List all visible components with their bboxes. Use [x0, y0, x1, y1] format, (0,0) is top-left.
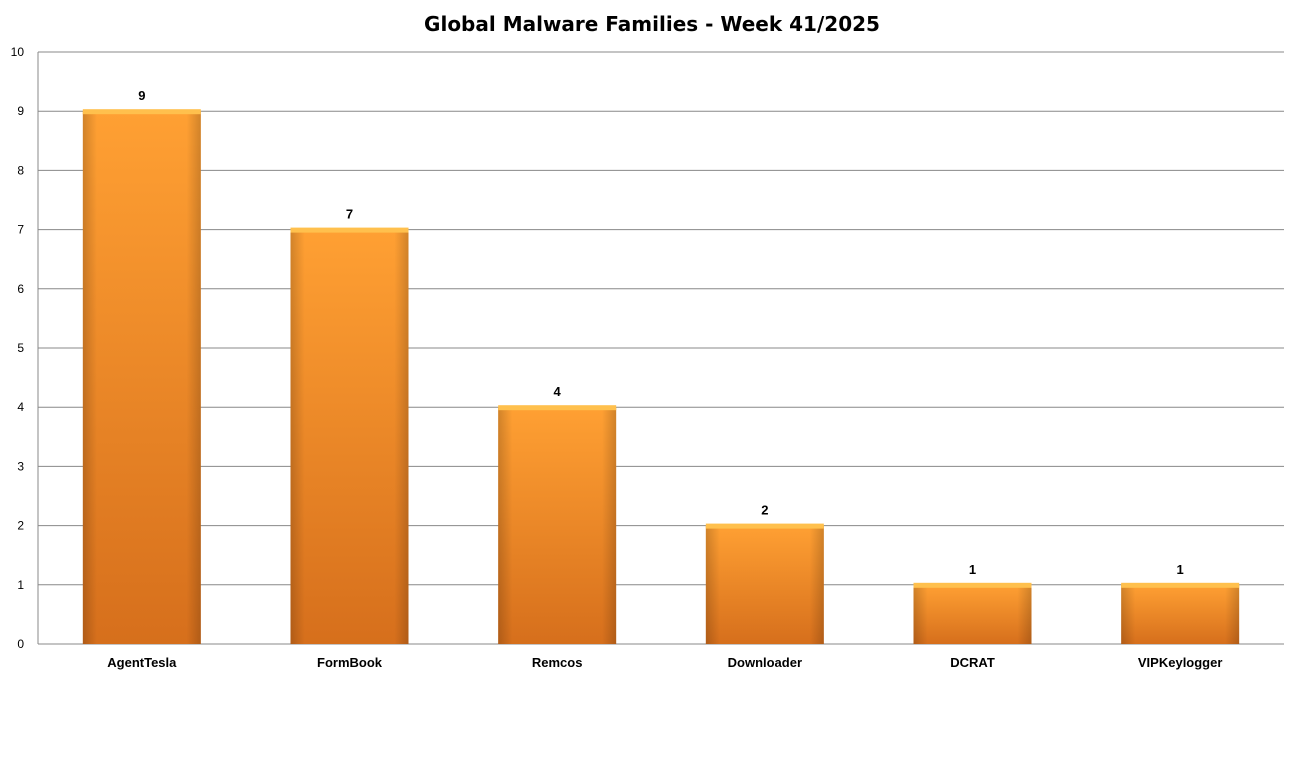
y-tick-label: 3: [17, 459, 24, 473]
bars: [82, 109, 1240, 644]
bar-top: [705, 523, 824, 529]
x-tick-label: Remcos: [532, 655, 583, 670]
data-label: 1: [1177, 562, 1184, 577]
bar-group-agenttesla: [82, 109, 201, 644]
bar-shade: [1121, 584, 1240, 644]
bar-group-remcos: [498, 405, 617, 644]
y-tick-label: 6: [17, 282, 24, 296]
bar-top: [290, 227, 409, 233]
labels: 0 1 2 3 4 5 6 7 8 9 10 9 AgentTesla 7 FormBook 4 Remcos 2…: [11, 45, 1223, 670]
bar-group-formbook: [290, 227, 409, 644]
y-tick-label: 2: [17, 519, 24, 533]
data-label: 2: [761, 503, 768, 518]
y-tick-label: 7: [17, 223, 24, 237]
chart-title: Global Malware Families - Week 41/2025: [424, 12, 880, 36]
bar-top: [1121, 582, 1240, 588]
x-tick-label: Downloader: [728, 655, 802, 670]
bar-shade: [705, 525, 824, 644]
x-tick-label: AgentTesla: [107, 655, 177, 670]
bar-group-downloader: [705, 523, 824, 644]
data-label: 7: [346, 207, 353, 222]
y-tick-label: 1: [17, 578, 24, 592]
bar-group-dcrat: [913, 582, 1032, 644]
y-tick-label: 0: [17, 637, 24, 651]
y-tick-label: 5: [17, 341, 24, 355]
data-label: 9: [138, 88, 145, 103]
bar-top: [498, 405, 617, 411]
x-tick-label: VIPKeylogger: [1138, 655, 1223, 670]
x-tick-label: DCRAT: [950, 655, 995, 670]
y-tick-label: 10: [11, 45, 25, 59]
gridlines: [37, 51, 1284, 645]
data-label: 4: [554, 384, 562, 399]
x-tick-label: FormBook: [317, 655, 383, 670]
data-label: 1: [969, 562, 976, 577]
y-tick-label: 9: [17, 104, 24, 118]
bar-shade: [82, 111, 201, 644]
bar-top: [82, 109, 201, 115]
bar-top: [913, 582, 1032, 588]
y-tick-label: 4: [17, 400, 24, 414]
y-tick-label: 8: [17, 163, 24, 177]
bar-shade: [913, 584, 1032, 644]
bar-shade: [290, 229, 409, 644]
bar-group-vipkeylogger: [1121, 582, 1240, 644]
bar-shade: [498, 407, 617, 644]
